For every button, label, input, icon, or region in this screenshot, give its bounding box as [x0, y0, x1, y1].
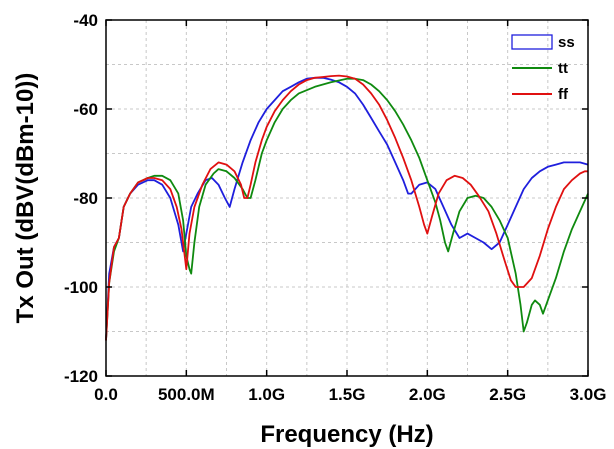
x-tick-label: 2.5G [489, 385, 526, 404]
y-axis-title: Tx Out (dBV(dBm-10)) [12, 73, 39, 324]
plot-series [105, 74, 589, 341]
x-axis-title: Frequency (Hz) [260, 421, 433, 448]
y-tick-label: -60 [73, 100, 98, 119]
y-tick-label: -120 [64, 367, 98, 386]
x-tick-label: 1.5G [329, 385, 366, 404]
series-line-tt [105, 77, 589, 341]
axis-ticks: 0.0 500.0M 1.0G 1.5G 2.0G 2.5G 3.0G -40 -60 -80 -1… [64, 11, 606, 404]
grid [106, 20, 588, 376]
x-tick-label: 2.0G [409, 385, 446, 404]
y-tick-label: -80 [73, 189, 98, 208]
x-tick-label: 1.0G [248, 385, 285, 404]
x-tick-label: 500.0M [158, 385, 215, 404]
legend-label-ff: ff [558, 86, 569, 103]
x-tick-label: 0.0 [94, 385, 118, 404]
y-tick-label: -100 [64, 278, 98, 297]
legend: ss tt ff [511, 34, 575, 103]
y-tick-label: -40 [73, 11, 98, 30]
legend-label-tt: tt [558, 60, 568, 77]
x-tick-label: 3.0G [570, 385, 607, 404]
series-line-ff [105, 74, 588, 341]
legend-swatch-ss [511, 34, 553, 50]
legend-label-ss: ss [558, 34, 575, 51]
